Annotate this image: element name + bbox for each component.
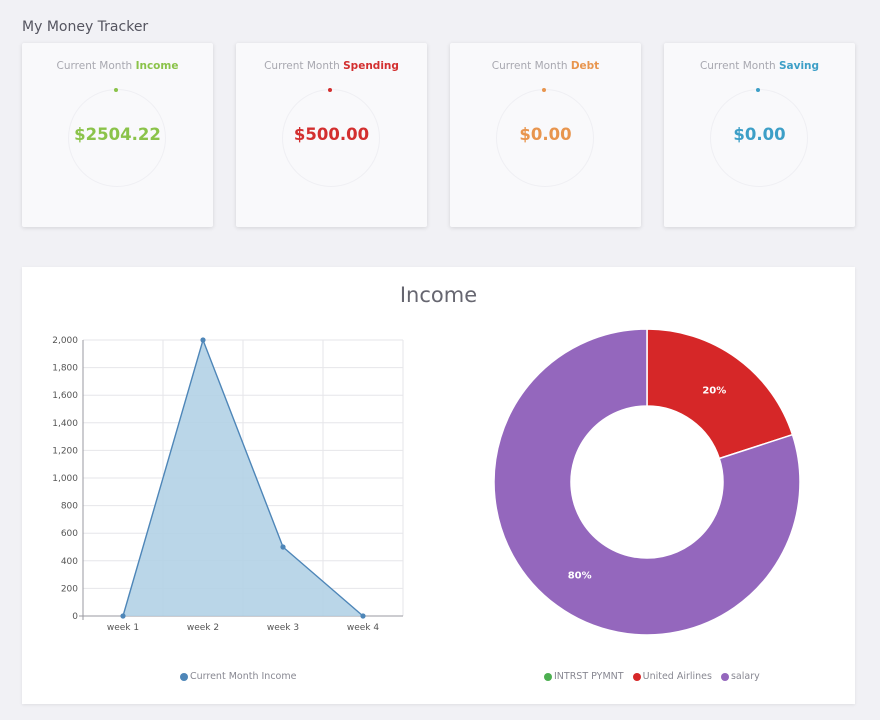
y-tick-label: 2,000 (52, 336, 78, 346)
data-point[interactable] (120, 613, 126, 619)
progress-dot (328, 88, 332, 92)
progress-dot (114, 88, 118, 92)
card-value: $2504.22 (74, 125, 161, 144)
app-title: My Money Tracker (22, 19, 149, 35)
card-saving: Current Month Saving $0.00 (664, 43, 855, 227)
y-tick-label: 400 (61, 557, 78, 567)
y-tick-label: 1,600 (52, 391, 78, 401)
x-tick-label: week 4 (347, 623, 380, 633)
donut-slice[interactable] (646, 328, 794, 460)
card-heading: Current Month Spending (236, 60, 427, 72)
legend-label: INTRST PYMNT (554, 671, 624, 682)
y-tick-label: 200 (61, 584, 78, 594)
x-tick-label: week 3 (267, 623, 299, 633)
card-heading: Current Month Saving (664, 60, 855, 72)
legend-item[interactable]: Current Month Income (180, 671, 296, 682)
progress-dot (756, 88, 760, 92)
income-charts: 0 200 400 600 800 1,000 1,200 1,400 1,600 1,800 2,… (52, 328, 801, 636)
card-heading: Current Month Income (22, 60, 213, 72)
card-heading-keyword: Saving (778, 60, 820, 72)
card-heading-prefix: Current Month (491, 60, 571, 72)
donut-chart: 20% 80% (493, 328, 801, 636)
y-tick-label: 1,400 (52, 419, 78, 429)
legend-item[interactable]: INTRST PYMNT (544, 671, 624, 682)
card-heading-keyword: Spending (343, 60, 399, 72)
slice-label: 80% (568, 571, 592, 582)
card-income: Current Month Income $2504.22 (22, 43, 213, 227)
y-tick-label: 1,200 (52, 446, 78, 456)
x-tick-label: week 2 (187, 623, 219, 633)
legend-swatch (544, 672, 552, 681)
y-tick-label: 1,800 (52, 364, 78, 374)
data-point[interactable] (200, 337, 206, 343)
income-panel: Income 0 200 400 600 800 1,000 1,200 1,400 1,600… (22, 267, 855, 704)
card-value: $0.00 (733, 125, 786, 144)
legend-item[interactable]: United Airlines (632, 671, 712, 682)
line-chart-legend: Current Month Income (180, 671, 305, 682)
progress-dot (542, 88, 546, 92)
card-heading-prefix: Current Month (264, 60, 344, 72)
y-tick-label: 600 (61, 529, 78, 539)
card-heading-keyword: Income (135, 60, 179, 72)
legend-label: United Airlines (642, 671, 712, 682)
legend-label: Current Month Income (190, 671, 297, 682)
card-value: $0.00 (519, 125, 572, 144)
y-tick-label: 1,000 (52, 474, 78, 484)
series-line (122, 337, 364, 617)
legend-label: salary (730, 671, 760, 682)
legend-swatch (180, 672, 188, 681)
panel-title: Income (399, 283, 478, 307)
pie-chart-legend: INTRST PYMNT United Airlines salary (544, 671, 769, 682)
card-value: $500.00 (293, 125, 370, 144)
slice-label: 20% (702, 385, 726, 396)
donut-slice[interactable] (493, 328, 801, 636)
data-point[interactable] (280, 544, 286, 550)
legend-swatch (632, 672, 641, 681)
legend-swatch (720, 672, 729, 681)
y-tick-label: 800 (61, 502, 78, 512)
data-point[interactable] (360, 613, 366, 619)
card-spending: Current Month Spending $500.00 (236, 43, 427, 227)
card-heading: Current Month Debt (450, 60, 641, 72)
card-heading-prefix: Current Month (56, 60, 136, 72)
card-heading-keyword: Debt (570, 60, 600, 72)
x-tick-label: week 1 (107, 623, 139, 633)
y-tick-label: 0 (72, 612, 78, 622)
card-heading-prefix: Current Month (699, 60, 779, 72)
card-debt: Current Month Debt $0.00 (450, 43, 641, 227)
legend-item[interactable]: salary (720, 671, 760, 682)
